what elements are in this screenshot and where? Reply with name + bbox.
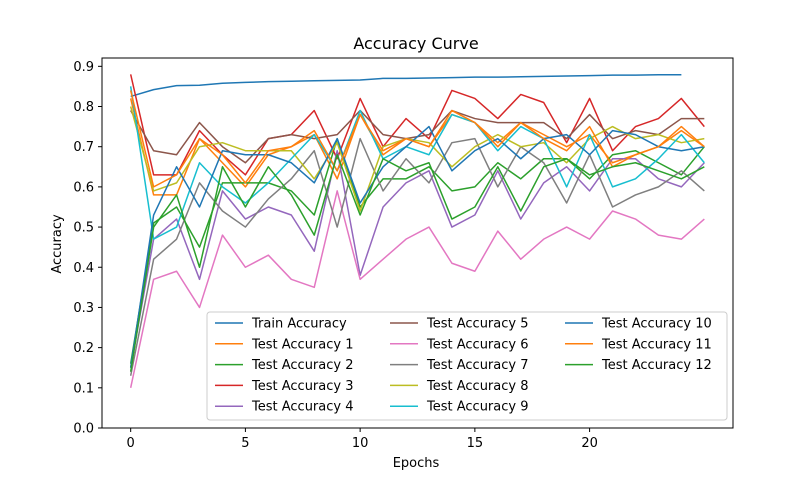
x-tick-label: 15 <box>467 436 484 451</box>
y-axis-label: Accuracy <box>50 214 65 274</box>
series-line-12 <box>129 90 705 188</box>
y-tick-label: 0.2 <box>73 341 94 356</box>
x-tick-label: 20 <box>581 436 598 451</box>
legend-label-2: Test Accuracy 1 <box>251 337 354 352</box>
series-line-10 <box>129 86 705 240</box>
legend-label-8: Test Accuracy 7 <box>426 358 529 373</box>
series-line-13 <box>129 153 705 372</box>
plot-area <box>129 74 705 388</box>
y-tick-label: 0.4 <box>73 261 94 276</box>
legend-label-13: Test Accuracy 12 <box>601 358 712 373</box>
y-tick-label: 0.7 <box>73 140 94 155</box>
series-line-11 <box>129 125 705 368</box>
y-tick-label: 0.5 <box>73 221 94 236</box>
x-tick-label: 10 <box>352 436 369 451</box>
series-line-5 <box>129 149 705 368</box>
legend-label-3: Test Accuracy 2 <box>251 358 354 373</box>
y-tick-label: 0.8 <box>73 100 94 115</box>
series-line-8 <box>129 137 705 376</box>
y-tick-label: 0.3 <box>73 301 94 316</box>
legend-label-4: Test Accuracy 3 <box>251 379 354 394</box>
legend-label-11: Test Accuracy 10 <box>601 317 712 332</box>
legend-label-1: Train Accuracy <box>251 317 347 332</box>
chart-title: Accuracy Curve <box>353 34 478 53</box>
axes: 0 5 10 15 20 0.0 0.1 0.2 0.3 0.4 0.5 0.6 0.7 0.8 0.9 <box>73 57 734 451</box>
x-tick-label: 0 <box>127 436 135 451</box>
legend-label-10: Test Accuracy 9 <box>426 400 529 415</box>
series-line-9 <box>129 106 705 212</box>
series-line-7 <box>129 190 705 388</box>
legend-label-12: Test Accuracy 11 <box>601 337 712 352</box>
legend: Train Accuracy Test Accuracy 1 Test Accura… <box>206 311 728 421</box>
legend-label-7: Test Accuracy 6 <box>426 337 529 352</box>
x-axis-label: Epochs <box>393 456 440 471</box>
y-tick-label: 0.0 <box>73 422 94 437</box>
legend-label-9: Test Accuracy 8 <box>426 379 529 394</box>
x-tick-label: 5 <box>241 436 249 451</box>
legend-label-5: Test Accuracy 4 <box>251 400 354 415</box>
y-tick-label: 0.9 <box>73 60 94 75</box>
legend-box <box>206 311 728 421</box>
plot-frame <box>101 57 734 429</box>
series-line-1 <box>130 74 682 98</box>
y-tick-label: 0.1 <box>73 381 94 396</box>
series-line-4 <box>129 74 705 176</box>
legend-label-6: Test Accuracy 5 <box>426 317 529 332</box>
y-tick-label: 0.6 <box>73 180 94 195</box>
